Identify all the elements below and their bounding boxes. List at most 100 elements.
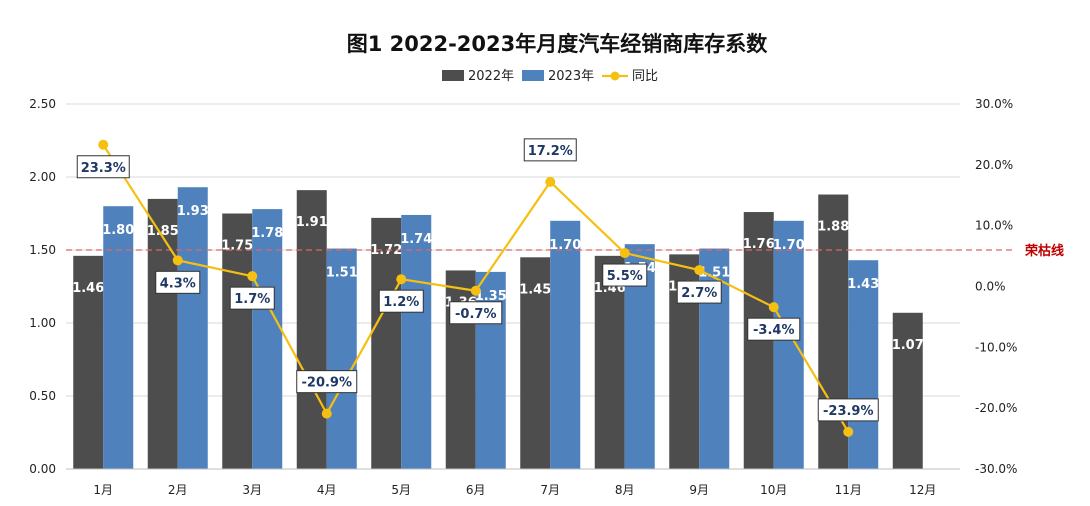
yoy-point (619, 248, 630, 259)
bar-label-2023: 1.80 (102, 223, 134, 238)
left-tick-label: 2.00 (29, 170, 56, 184)
legend-label-2022: 2022年 (468, 69, 514, 84)
x-tick-label: 12月 (909, 483, 936, 497)
yoy-label-box (296, 370, 358, 394)
yoy-point (843, 426, 854, 437)
bar-2022 (594, 255, 625, 469)
bar-label-2023: 1.93 (177, 204, 209, 219)
bar-2023 (550, 220, 581, 469)
yoy-label: 1.2% (383, 295, 419, 310)
yoy-label-box (602, 263, 648, 287)
bar-label-2022: 1.76 (743, 237, 775, 252)
bar-2022 (296, 190, 327, 469)
x-tick-label: 7月 (540, 483, 560, 497)
x-tick-label: 1月 (93, 483, 113, 497)
x-tick-label: 4月 (317, 483, 337, 497)
yoy-label: 1.7% (234, 292, 270, 307)
yoy-point (768, 302, 779, 313)
yoy-label-box (449, 301, 503, 325)
bar-label-2022: 1.91 (296, 215, 328, 230)
left-axis: 0.00 0.50 1.00 1.50 2.00 2.50 (29, 97, 56, 476)
yoy-point (172, 255, 183, 266)
yoy-label-box (747, 317, 801, 341)
yoy-label-box (76, 155, 130, 179)
yoy-point (694, 265, 705, 276)
legend: 2022年 2023年 同比 (442, 69, 658, 84)
yoy-label-box (155, 270, 201, 294)
legend-label-yoy: 同比 (632, 69, 658, 84)
left-tick-label: 0.00 (29, 462, 56, 476)
legend-marker-yoy (610, 71, 620, 81)
bar-2022 (818, 194, 849, 469)
bar-2022 (892, 312, 923, 469)
yoy-point (545, 176, 556, 187)
x-tick-label: 5月 (391, 483, 411, 497)
yoy-label: -3.4% (753, 323, 794, 338)
x-tick-label: 3月 (242, 483, 262, 497)
right-tick-label: 20.0% (975, 158, 1013, 172)
bar-2022 (73, 255, 104, 469)
right-tick-label: -20.0% (975, 401, 1017, 415)
bar-label-2022: 1.46 (72, 281, 104, 296)
yoy-line: 23.3% 4.3% 1.7% -20.9% 1.2% -0.7% 17.2% 5.5% 2.7… (76, 138, 879, 437)
yoy-point (321, 408, 332, 419)
yoy-label-box (229, 286, 275, 310)
yoy-label: 23.3% (81, 161, 126, 176)
bar-label-2022: 1.75 (221, 239, 253, 254)
x-axis: 1月 2月 3月 4月 5月 6月 7月 8月 9月 10月 11月 12月 (66, 468, 960, 497)
bar-2023 (773, 220, 804, 469)
yoy-label: 5.5% (607, 269, 643, 284)
bar-2023 (326, 248, 357, 469)
yoy-label-box (676, 280, 722, 304)
x-tick-label: 9月 (689, 483, 709, 497)
yoy-point (396, 274, 407, 285)
bar-label-2023: 1.70 (773, 238, 805, 253)
legend-swatch-2022 (442, 70, 464, 81)
yoy-label: 4.3% (160, 276, 196, 291)
bar-label-2023: 1.74 (400, 232, 432, 247)
right-axis: -30.0% -20.0% -10.0% 0.0% 10.0% 20.0% 30.0% (975, 97, 1017, 476)
yoy-point (247, 271, 258, 282)
bar-2023 (177, 187, 208, 469)
reference-line: 荣枯线 (66, 243, 1064, 259)
yoy-label: -20.9% (302, 376, 353, 391)
bar-label-2022: 1.88 (817, 220, 849, 235)
bar-2023 (252, 209, 283, 469)
bar-label-2023: 1.51 (326, 266, 358, 281)
left-tick-label: 0.50 (29, 389, 56, 403)
reference-line-label: 荣枯线 (1024, 243, 1064, 259)
right-tick-label: -30.0% (975, 462, 1017, 476)
legend-label-2023: 2023年 (548, 69, 594, 84)
x-tick-label: 8月 (615, 483, 635, 497)
legend-swatch-2023 (522, 70, 544, 81)
x-tick-label: 10月 (760, 483, 787, 497)
x-tick-label: 2月 (168, 483, 188, 497)
bar-label-2023: 1.51 (698, 266, 730, 281)
right-tick-label: 30.0% (975, 97, 1013, 111)
bar-2022 (371, 217, 402, 469)
x-tick-label: 11月 (835, 483, 862, 497)
yoy-label-box (378, 289, 424, 313)
bar-2022 (147, 198, 178, 469)
chart-title: 图1 2022-2023年月度汽车经销商库存系数 (347, 32, 769, 56)
yoy-label-box (817, 398, 879, 422)
yoy-point (98, 139, 109, 150)
bar-2022 (520, 257, 551, 469)
right-tick-label: 10.0% (975, 219, 1013, 233)
bar-2022 (222, 213, 253, 469)
yoy-label: -23.9% (823, 404, 874, 419)
bar-2023 (103, 206, 134, 469)
left-tick-label: 1.50 (29, 243, 56, 257)
x-tick-label: 6月 (466, 483, 486, 497)
right-tick-label: 0.0% (975, 280, 1006, 294)
bar-label-2022: 1.85 (147, 224, 179, 239)
bar-2023 (848, 260, 879, 469)
yoy-label-box (523, 138, 577, 162)
bar-label-2023: 1.78 (251, 226, 283, 241)
bar-label-2022: 1.45 (519, 282, 551, 297)
yoy-label: -0.7% (455, 307, 496, 322)
left-tick-label: 2.50 (29, 97, 56, 111)
bar-label-2023: 1.43 (847, 277, 879, 292)
left-tick-label: 1.00 (29, 316, 56, 330)
